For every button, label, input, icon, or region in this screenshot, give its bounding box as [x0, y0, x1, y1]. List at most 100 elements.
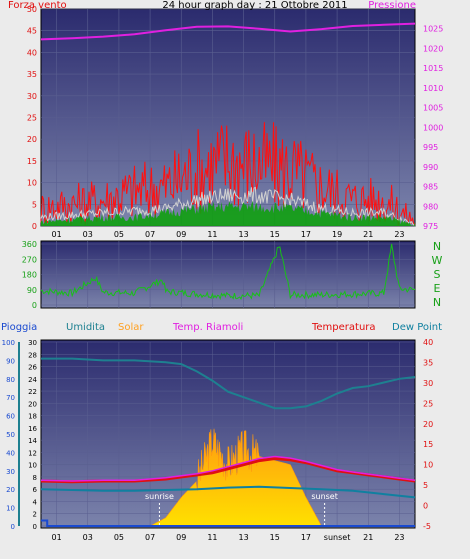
- humidity-tick-label: 20: [28, 400, 37, 408]
- legend-item: Dew Point: [392, 322, 442, 333]
- x-tick-label: 15: [270, 533, 280, 542]
- wind-tick-label: 40: [27, 48, 37, 57]
- humidity-tick-label: 28: [28, 351, 37, 359]
- direction-tick-label: 90: [27, 286, 37, 295]
- rain-tick-label: 20: [6, 486, 15, 494]
- rain-tick-label: 30: [6, 468, 15, 476]
- humidity-tick-label: 24: [28, 376, 37, 384]
- temperature-tick-label: 0: [423, 502, 428, 511]
- dew-point-series: [40, 485, 416, 499]
- humidity-tick-label: 2: [33, 511, 37, 519]
- x-tick-label: 13: [238, 533, 248, 542]
- temperature-tick-label: 20: [423, 420, 433, 429]
- x-tick-label: 07: [145, 230, 155, 239]
- humidity-tick-label: 12: [28, 449, 37, 457]
- wind-tick-label: 25: [27, 114, 37, 123]
- rain-tick-label: 100: [2, 339, 15, 347]
- wind-tick-label: 35: [27, 70, 37, 79]
- temperature-tick-label: 35: [423, 358, 433, 367]
- compass-label: N: [433, 296, 441, 309]
- temperature-tick-label: 30: [423, 379, 433, 388]
- vento-series: [41, 200, 415, 226]
- pressure-tick-label: 990: [423, 163, 438, 172]
- pressure-tick-label: 1000: [423, 123, 443, 132]
- humidity-tick-label: 0: [33, 523, 37, 531]
- rain-tick-label: 70: [6, 394, 15, 402]
- humidity-tick-label: 8: [33, 474, 37, 482]
- humidity-tick-label: 14: [28, 437, 37, 445]
- compass-label: W: [432, 254, 443, 267]
- x-tick-label: 09: [176, 230, 186, 239]
- direction-tick-label: 180: [22, 271, 37, 280]
- wind-tick-label: 0: [32, 222, 37, 231]
- x-tick-label: sunset: [324, 533, 351, 542]
- wind-tick-label: 15: [27, 157, 37, 166]
- pressure-axis-label: Pressione: [368, 0, 416, 11]
- x-tick-label: 01: [51, 533, 61, 542]
- direction-tick-label: 0: [32, 301, 37, 310]
- rain-tick-label: 80: [6, 376, 15, 384]
- wind-tick-label: 20: [27, 135, 37, 144]
- wind-tick-label: 45: [27, 27, 37, 36]
- rain-series: [41, 519, 415, 527]
- x-tick-label: 07: [145, 533, 155, 542]
- wind-direction-series: [40, 243, 416, 301]
- legend-item: Temp. Riamoli: [172, 322, 243, 333]
- x-tick-label: 11: [207, 230, 217, 239]
- x-tick-label: 17: [301, 533, 311, 542]
- temperature-tick-label: 15: [423, 440, 433, 449]
- x-tick-label: 19: [332, 230, 342, 239]
- temperature-series: [40, 456, 416, 484]
- pressure-tick-label: 1005: [423, 104, 443, 113]
- wind-axis-label: Forza vento: [8, 0, 67, 11]
- x-tick-label: 21: [363, 230, 373, 239]
- pressure-tick-label: 995: [423, 143, 438, 152]
- chart-title: 24 hour graph day : 21 Ottobre 2011: [162, 0, 347, 11]
- rain-tick-label: 90: [6, 357, 15, 365]
- pressione-series: [40, 22, 416, 41]
- compass-label: E: [434, 282, 441, 295]
- humidity-tick-label: 30: [28, 339, 37, 347]
- x-tick-label: 21: [363, 533, 373, 542]
- rain-tick-label: 40: [6, 449, 15, 457]
- wind-tick-label: 50: [27, 5, 37, 14]
- media-series: [40, 186, 416, 227]
- x-tick-label: 01: [51, 230, 61, 239]
- wind-tick-label: 10: [27, 179, 37, 188]
- humidity-tick-label: 10: [28, 462, 37, 470]
- rain-tick-label: 50: [6, 431, 15, 439]
- wind-tick-label: 5: [32, 200, 37, 209]
- x-tick-label: 03: [83, 230, 93, 239]
- x-tick-label: 15: [270, 230, 280, 239]
- rain-tick-label: 10: [6, 505, 15, 513]
- x-tick-label: 23: [394, 230, 404, 239]
- direction-tick-label: 360: [22, 240, 37, 249]
- x-tick-label: 03: [83, 533, 93, 542]
- temperature-tick-label: 5: [423, 481, 428, 490]
- compass-label: S: [434, 268, 441, 281]
- pressure-tick-label: 985: [423, 183, 438, 192]
- pressure-tick-label: 1015: [423, 64, 443, 73]
- x-tick-label: 05: [114, 230, 124, 239]
- legend-item: Solar: [118, 322, 144, 333]
- humidity-series: [41, 357, 416, 410]
- x-tick-label: 17: [301, 230, 311, 239]
- raffica-series: [40, 122, 416, 227]
- sunrise-label: sunrise: [145, 492, 174, 501]
- legend-item: Temperatura: [311, 322, 376, 333]
- x-tick-label: 09: [176, 533, 186, 542]
- temperature-tick-label: -5: [423, 522, 431, 531]
- temperature-tick-label: 40: [423, 338, 433, 347]
- temperature-tick-label: 10: [423, 461, 433, 470]
- rain-tick-label: 0: [11, 523, 15, 531]
- sunset-label: sunset: [311, 492, 338, 501]
- legend-item: Pioggia: [1, 322, 37, 333]
- x-tick-label: 23: [394, 533, 404, 542]
- pressure-tick-label: 975: [423, 222, 438, 231]
- humidity-tick-label: 16: [28, 425, 37, 433]
- temperature-tick-label: 25: [423, 399, 433, 408]
- direction-tick-label: 270: [22, 255, 37, 264]
- humidity-tick-label: 18: [28, 413, 37, 421]
